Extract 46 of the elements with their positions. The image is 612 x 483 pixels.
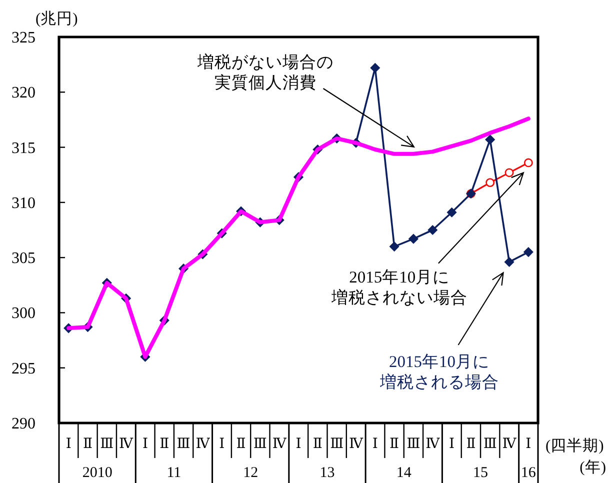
- text: 2015年10月に増税されない場合: [330, 267, 468, 307]
- text: 16: [520, 465, 536, 481]
- x-tick-label: Ⅲ: [330, 437, 344, 452]
- y-tick-label: 305: [12, 250, 36, 268]
- text: 2015年10月に増税される場合: [378, 352, 499, 392]
- x-tick-label: Ⅱ: [390, 437, 400, 452]
- x-tick-label: Ⅳ: [502, 437, 518, 452]
- x-tick-label: Ⅱ: [312, 437, 322, 452]
- text: 増税がない場合の実質個人消費: [196, 52, 334, 92]
- x-tick-label: Ⅰ: [219, 437, 225, 452]
- x-tick-label: Ⅳ: [426, 437, 441, 452]
- x-tick-label: Ⅰ: [449, 437, 455, 452]
- x-tick-label: Ⅰ: [296, 437, 302, 452]
- y-tick-label: 315: [12, 140, 36, 157]
- text: 11: [166, 465, 182, 481]
- y-tick-label: 325: [12, 30, 36, 46]
- text: (年): [580, 459, 606, 476]
- x-tick-label: Ⅰ: [142, 437, 148, 452]
- text: 14: [396, 465, 412, 481]
- text: 15: [473, 465, 488, 481]
- y-tick-label: 320: [12, 84, 36, 102]
- x-tick-label: Ⅳ: [196, 437, 211, 452]
- y-tick-label: 295: [12, 360, 36, 378]
- y-tick-label: 300: [12, 305, 36, 322]
- y-tick-label: 290: [12, 416, 36, 432]
- x-axis-title: (四半期): [546, 436, 604, 454]
- x-tick-label: Ⅰ: [372, 437, 378, 452]
- x-tick-label: Ⅳ: [272, 437, 288, 452]
- x-tick-label: Ⅱ: [236, 437, 246, 452]
- x-tick-label: Ⅳ: [119, 437, 134, 452]
- text: 12: [243, 465, 258, 481]
- text: 13: [320, 465, 335, 481]
- x-tick-label: Ⅲ: [176, 437, 190, 452]
- x-tick-label: Ⅳ: [348, 437, 364, 452]
- x-tick-label: Ⅱ: [82, 437, 92, 452]
- x-tick-label: Ⅲ: [100, 437, 114, 452]
- y-tick-label: 310: [12, 194, 36, 212]
- x-tick-label: Ⅰ: [66, 437, 72, 452]
- x-tick-label: Ⅲ: [253, 437, 267, 452]
- x-tick-label: Ⅰ: [526, 437, 532, 452]
- x-tick-label: Ⅱ: [466, 437, 476, 452]
- text: 2010: [82, 465, 112, 481]
- x-tick-label: Ⅲ: [483, 437, 497, 452]
- x-tick-label: Ⅲ: [406, 437, 420, 452]
- y-axis-title: (兆円): [36, 10, 78, 28]
- x-tick-label: Ⅱ: [160, 437, 170, 452]
